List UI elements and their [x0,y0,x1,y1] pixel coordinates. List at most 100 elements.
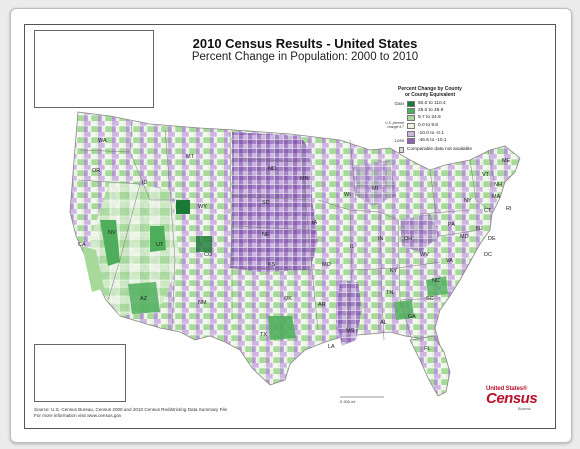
legend-row: Loss -46.6 to -10.1 [388,137,472,144]
arizona-growth-area [128,282,160,314]
source-note: Source: U.S. Census Bureau, Census 2000 … [34,407,334,419]
legend-label: -10.0 to -0.1 [418,131,444,136]
state-label: CO [204,252,213,258]
delta-region [336,280,362,346]
state-label: NY [464,198,472,204]
legend-swatch [407,137,415,144]
legend-loss-label: Loss [394,138,404,143]
legend-row: U.S. percent change 9.7 0.0 to 9.6 [385,121,472,130]
legend-row: Comparable data not available [388,146,472,153]
state-label: MO [322,262,332,268]
nevada-growth-area [100,220,120,266]
legend-label: 9.7 to 24.9 [418,115,441,120]
state-label: ND [268,166,276,172]
utah-growth-area [150,226,166,252]
legend-gain-label: Gain [394,101,404,106]
legend: Percent Change by County or County Equiv… [385,86,472,153]
state-label: ME [502,158,511,164]
great-plains-region [230,132,318,272]
state-label: NV [108,230,116,236]
state-label: WI [344,192,351,198]
logo-bottom-text: Bureau [518,406,531,411]
legend-us-label: U.S. percent change 9.7 [385,120,404,129]
wyoming-growth-area [176,200,190,214]
state-label: OH [404,236,412,242]
legend-label: 50.0 to 110.4 [418,101,446,106]
state-label: NM [198,300,207,306]
legend-swatch [407,122,415,129]
state-label: DC [484,252,492,258]
legend-row: -10.0 to -0.1 [388,130,472,137]
carolinas-growth-area [426,276,448,296]
legend-swatch [407,130,415,137]
logo-main-text: Census [486,390,538,407]
legend-swatch [407,114,415,121]
legend-title-line1: Percent Change by County [398,86,462,92]
state-boundaries [77,121,495,345]
state-label: TN [386,290,393,296]
legend-label: 0.0 to 9.6 [418,123,439,128]
state-label: DE [488,236,496,242]
state-label: RI [506,206,512,212]
state-label: NE [262,232,270,238]
state-label: AR [318,302,326,308]
hawaii-inset-frame [34,344,126,402]
source-link-line: For more information visit www.census.go… [34,413,122,418]
legend-swatch [407,100,415,107]
state-label: AZ [140,296,148,302]
alaska-inset-frame [34,30,154,108]
legend-label: -46.6 to -10.1 [418,138,447,143]
state-label: LA [328,344,335,350]
legend-label: Comparable data not available [406,147,472,152]
state-label: WA [98,138,107,144]
appalachia-region [400,214,440,252]
california-growth-area [82,246,104,292]
state-label: ID [142,180,148,186]
state-label: OR [92,168,100,174]
main-scale-label: 0 200 mi [340,399,355,404]
state-label: GA [408,314,416,320]
map-subtitle: Percent Change in Population: 2000 to 20… [191,51,419,63]
state-label: WY [198,204,207,210]
state-label: MS [346,328,355,334]
state-label: VA [446,258,453,264]
florida-peninsula [409,335,451,397]
state-label: MD [460,234,469,240]
state-label: WV [420,252,429,258]
legend-label: 25.0 to 49.9 [418,108,444,113]
legend-row: 25.0 to 49.9 [388,107,472,114]
state-label: SC [426,296,434,302]
colorado-growth-area [196,236,212,252]
state-label: IA [312,220,318,226]
state-label: TX [260,332,267,338]
great-lakes-region [352,160,396,206]
state-label: OK [284,296,292,302]
state-label: UT [156,242,164,248]
state-label: VT [482,172,490,178]
state-label: MN [300,176,309,182]
state-label: IN [378,236,384,242]
state-label: CT [484,208,492,214]
legend-row: 9.7 to 24.9 [388,114,472,121]
mountain-west-region [90,180,180,316]
state-label: KS [268,262,276,268]
state-label: NH [494,182,502,188]
state-label: IL [350,244,355,250]
state-label: SD [262,200,270,206]
state-label: CA [78,242,86,248]
state-label: MI [372,186,379,192]
state-label: MA [492,194,501,200]
map-title: 2010 Census Results - United States [192,36,418,51]
legend-swatch [407,107,415,114]
state-label: MT [186,154,195,160]
texas-growth-area [268,316,296,340]
state-label: PA [448,222,455,228]
census-bureau-logo: United States® Census Bureau [486,386,550,420]
state-label: FL [424,346,430,352]
state-label: KY [390,268,398,274]
legend-swatch [398,146,404,153]
state-label: NC [432,278,440,284]
legend-title-line2: or County Equivalent [404,92,456,98]
georgia-growth-area [394,300,414,320]
